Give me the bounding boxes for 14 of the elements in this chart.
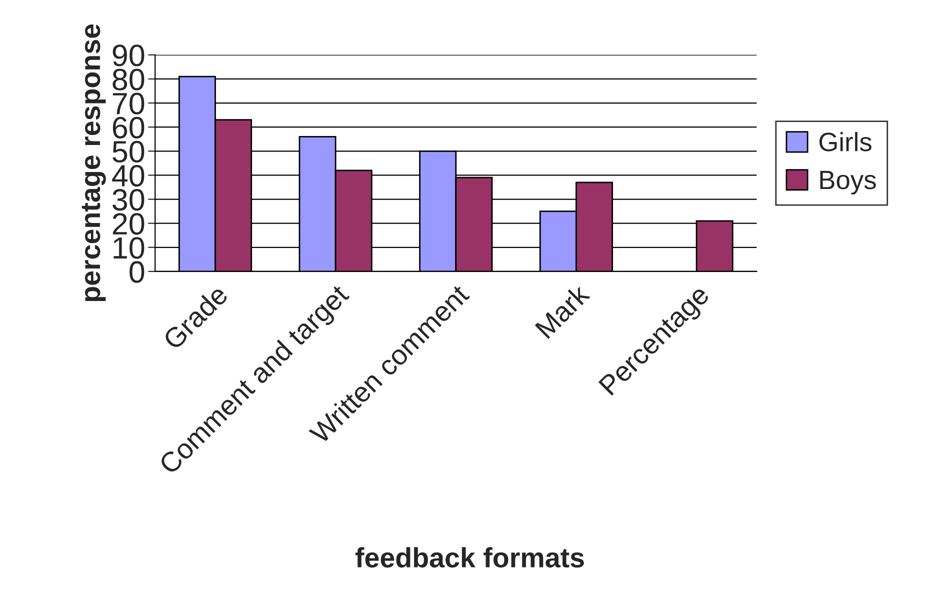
y-tick-label: 30	[112, 189, 144, 211]
y-tick-label: 10	[114, 237, 144, 259]
x-axis-title: feedback formats	[355, 547, 584, 568]
legend-label: Girls	[819, 132, 872, 152]
y-tick-label: 90	[112, 44, 144, 66]
y-axis-title: percentage response	[82, 24, 106, 302]
y-tick-label: 0	[130, 261, 144, 283]
legend-label: Boys	[820, 170, 876, 195]
y-tick-label: 60	[112, 116, 144, 138]
y-tick-label: 40	[112, 164, 144, 187]
y-tick-label: 80	[112, 68, 144, 90]
y-tick-label: 20	[112, 213, 144, 235]
y-tick-label: 50	[112, 140, 144, 163]
y-tick-label: 70	[112, 92, 144, 114]
